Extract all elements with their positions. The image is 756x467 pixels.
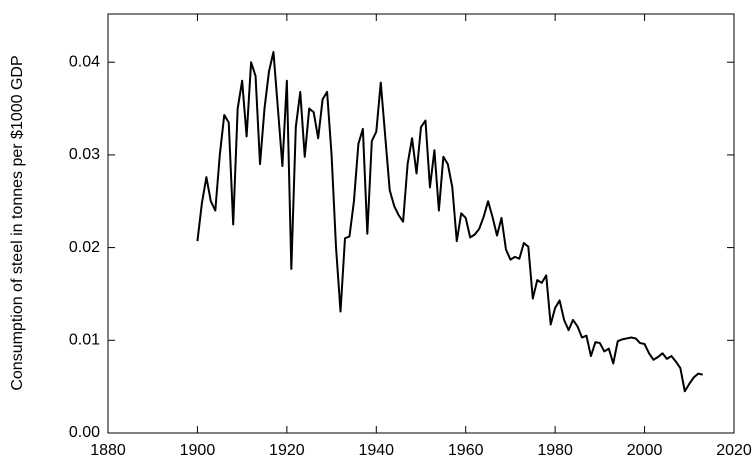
x-tick-label: 1920 xyxy=(269,442,305,459)
y-tick-label: 0.04 xyxy=(69,53,100,70)
plot-frame xyxy=(107,13,735,434)
y-tick-label: 0.03 xyxy=(69,146,100,163)
data-line xyxy=(196,51,703,393)
y-axis-label: Consumption of steel in tonnes per $1000… xyxy=(9,55,26,390)
x-tick-label: 1940 xyxy=(358,442,394,459)
x-tick-label: 2000 xyxy=(627,442,663,459)
y-tick-label: 0.01 xyxy=(69,332,100,349)
x-tick-label: 2020 xyxy=(716,442,752,459)
y-tick-label: 0.00 xyxy=(69,424,100,441)
x-tick-label: 1900 xyxy=(180,442,216,459)
x-tick-label: 1960 xyxy=(448,442,484,459)
y-tick-label: 0.02 xyxy=(69,239,100,256)
x-tick-label: 1980 xyxy=(537,442,573,459)
x-tick-label: 1880 xyxy=(90,442,126,459)
